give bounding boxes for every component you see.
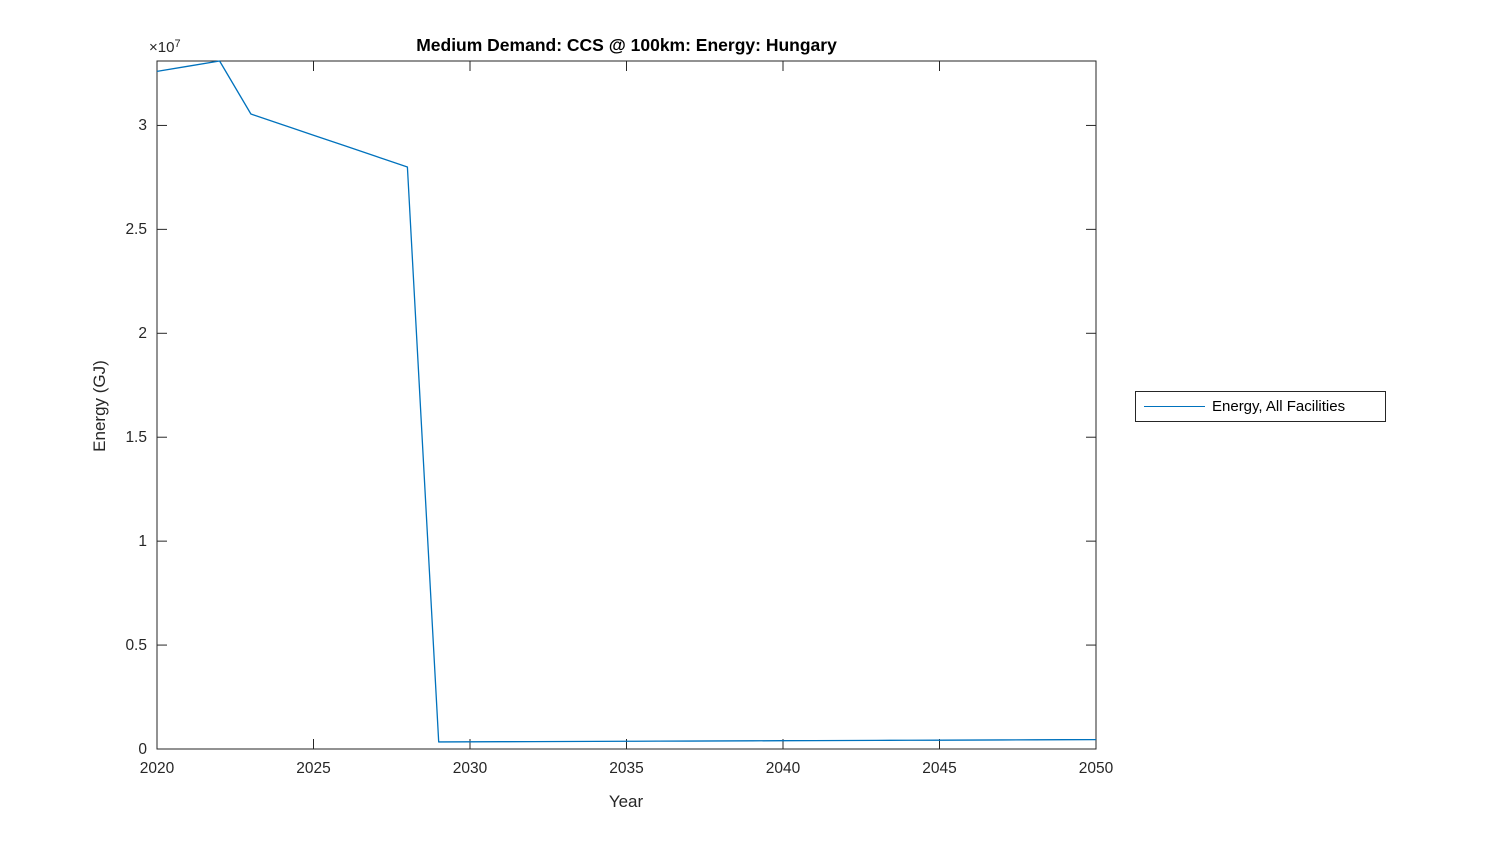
legend: Energy, All Facilities — [1135, 391, 1386, 422]
y-tick-label: 3 — [138, 116, 147, 134]
y-tick-label: 2 — [138, 324, 147, 342]
x-tick-label: 2035 — [609, 760, 644, 777]
chart-title: Medium Demand: CCS @ 100km: Energy: Hung… — [416, 35, 837, 55]
legend-line-sample — [1144, 406, 1205, 407]
y-tick-label: 0 — [138, 740, 147, 758]
y-tick-label: 1 — [138, 532, 147, 550]
y-axis-exponent: ×107 — [149, 38, 181, 56]
axes-box — [156, 60, 1097, 750]
y-tick-label: 0.5 — [125, 636, 147, 654]
x-axis-label: Year — [608, 792, 644, 811]
x-tick-label: 2030 — [452, 760, 488, 777]
x-tick-label: 2045 — [922, 760, 957, 777]
legend-entry-label: Energy, All Facilities — [1212, 398, 1346, 415]
x-tick-label: 2020 — [139, 760, 175, 777]
x-tick-label: 2025 — [296, 760, 331, 777]
x-tick-label: 2040 — [765, 760, 801, 777]
series-line-energy-all-facilities — [156, 60, 1097, 743]
exponent-base: ×10 — [149, 39, 175, 56]
y-tick-label: 1.5 — [125, 428, 147, 446]
x-tick-label: 2050 — [1078, 760, 1114, 777]
exponent-power: 7 — [174, 38, 181, 50]
y-tick-label: 2.5 — [125, 220, 147, 238]
